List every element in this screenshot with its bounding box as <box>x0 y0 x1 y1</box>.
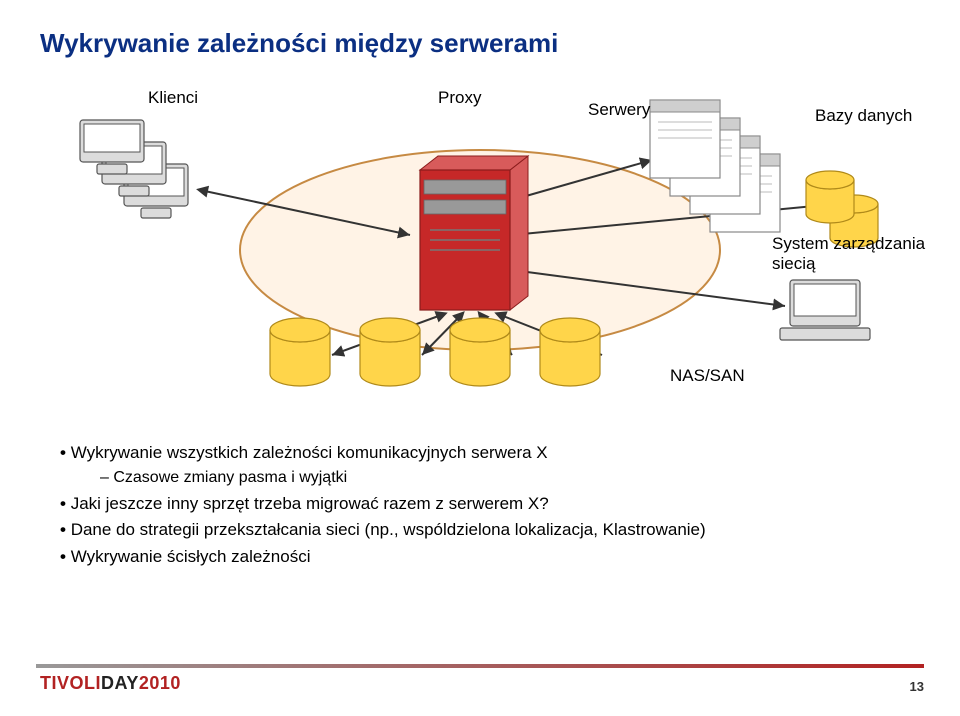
network-diagram: Klienci Proxy Serwery Bazy danych System… <box>40 70 920 410</box>
bullet-subitem: Czasowe zmiany pasma i wyjątki <box>100 466 900 491</box>
bullet-item: Jaki jeszcze inny sprzęt trzeba migrować… <box>60 491 900 517</box>
label-proxy: Proxy <box>438 88 481 108</box>
label-nassan: NAS/SAN <box>670 366 745 386</box>
label-databases: Bazy danych <box>815 106 925 126</box>
page-title: Wykrywanie zależności między serwerami <box>40 28 920 59</box>
label-servers: Serwery <box>588 100 650 120</box>
footer-brand-day: DAY <box>101 673 139 693</box>
label-clients: Klienci <box>148 88 198 108</box>
footer-divider <box>36 664 924 668</box>
footer-logo: TIVOLIDAY2010 <box>40 673 181 694</box>
bullet-item: Dane do strategii przekształcania sieci … <box>60 517 900 543</box>
footer-brand-year: 2010 <box>139 673 181 693</box>
footer-brand-tivoli: TIVOLI <box>40 673 101 693</box>
label-nms: System zarządzania siecią <box>772 234 947 274</box>
bullet-list: Wykrywanie wszystkich zależności komunik… <box>60 440 900 570</box>
page-number: 13 <box>910 679 924 694</box>
bullet-item: Wykrywanie wszystkich zależności komunik… <box>60 440 900 491</box>
bullet-item: Wykrywanie ścisłych zależności <box>60 544 900 570</box>
